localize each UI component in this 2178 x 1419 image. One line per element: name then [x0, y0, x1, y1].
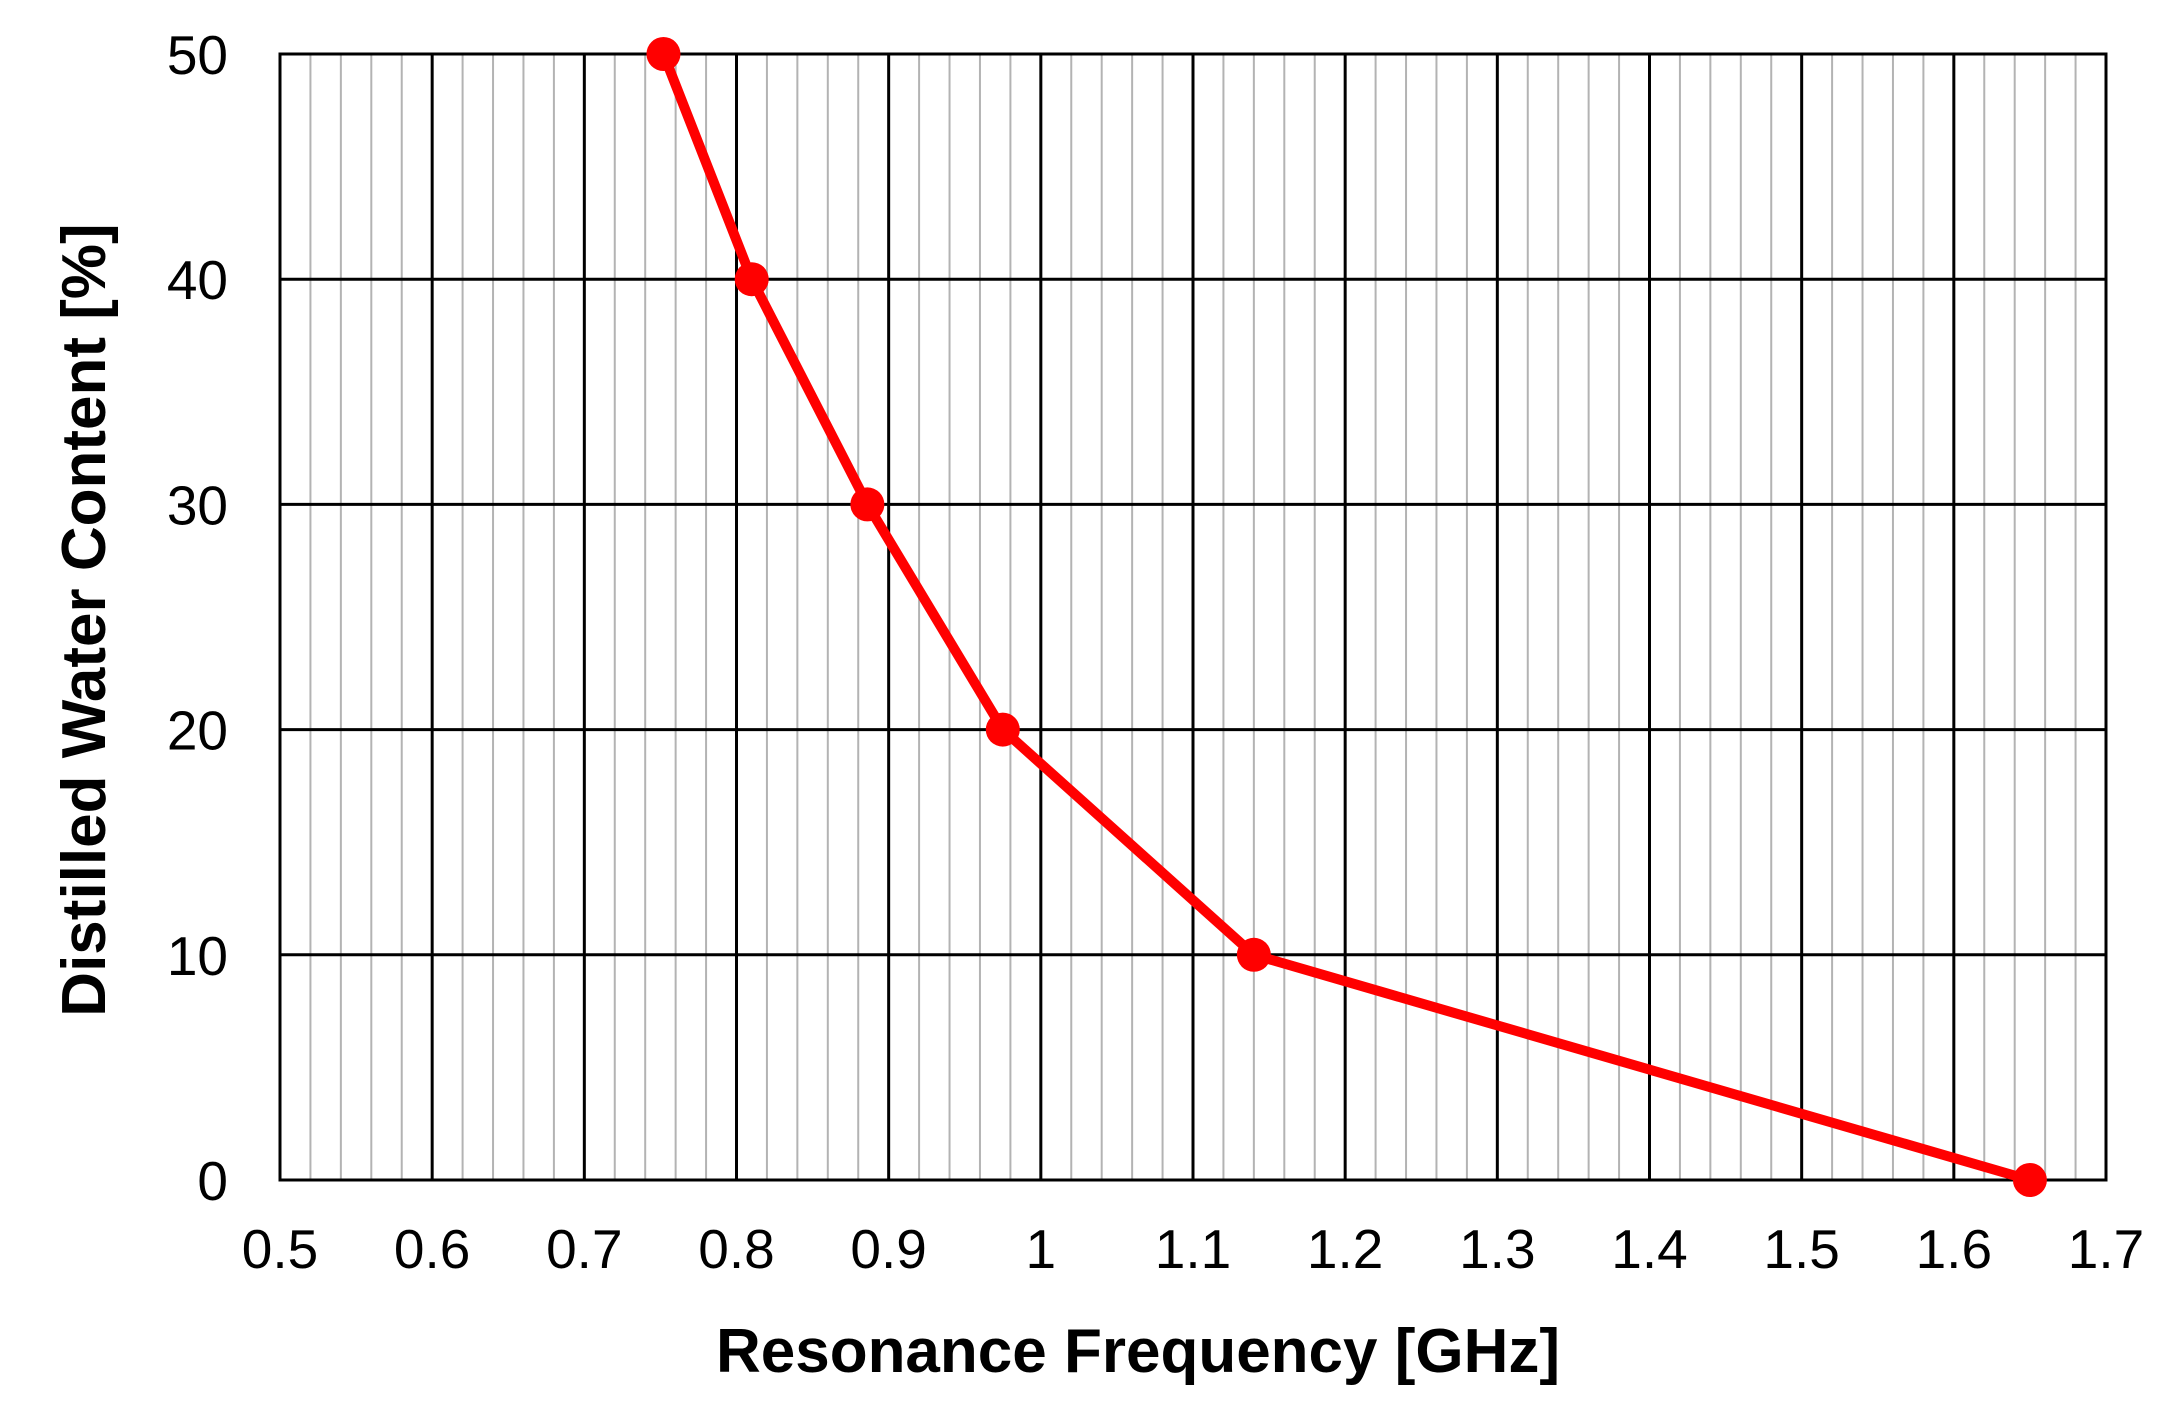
x-tick-label: 1.4: [1611, 1218, 1687, 1280]
y-tick-label: 40: [167, 249, 228, 311]
x-tick-label: 1.6: [1916, 1218, 1992, 1280]
series-line: [658, 49, 2035, 1185]
data-point: [985, 712, 1020, 747]
x-tick-label: 1.3: [1459, 1218, 1535, 1280]
x-tick-label: 0.7: [546, 1218, 622, 1280]
data-point: [646, 37, 681, 71]
x-tick-label: 1: [1026, 1218, 1057, 1280]
y-tick-label: 30: [167, 474, 228, 536]
y-tick-label: 20: [167, 700, 228, 762]
y-tick-label: 0: [197, 1150, 228, 1212]
x-tick-labels: 0.5 0.6 0.7 0.8 0.9 1 1.1 1.2 1.3 1.4 1.5 1.6 1.7: [242, 1218, 2144, 1280]
series-layer: [646, 37, 2047, 1197]
plot-frame: [278, 52, 2108, 1182]
x-tick-label: 0.9: [850, 1218, 926, 1280]
y-tick-label: 10: [167, 925, 228, 987]
x-tick-label: 1.1: [1155, 1218, 1231, 1280]
y-axis-title: Distilled Water Content [%]: [50, 223, 119, 1016]
data-point: [734, 262, 769, 297]
y-tick-labels: 0 10 20 30 40 50: [167, 24, 228, 1212]
x-tick-label: 1.7: [2068, 1218, 2144, 1280]
x-tick-label: 0.5: [242, 1218, 318, 1280]
x-axis-title: Resonance Frequency [GHz]: [716, 1317, 1560, 1386]
y-tick-label: 50: [167, 24, 228, 86]
data-point: [2012, 1163, 2047, 1197]
data-point: [1236, 937, 1271, 972]
x-tick-label: 1.5: [1763, 1218, 1839, 1280]
x-tick-label: 1.2: [1307, 1218, 1383, 1280]
data-point: [850, 487, 885, 522]
minor-gridlines: [309, 54, 2077, 1180]
x-tick-label: 0.8: [698, 1218, 774, 1280]
x-tick-label: 0.6: [394, 1218, 470, 1280]
